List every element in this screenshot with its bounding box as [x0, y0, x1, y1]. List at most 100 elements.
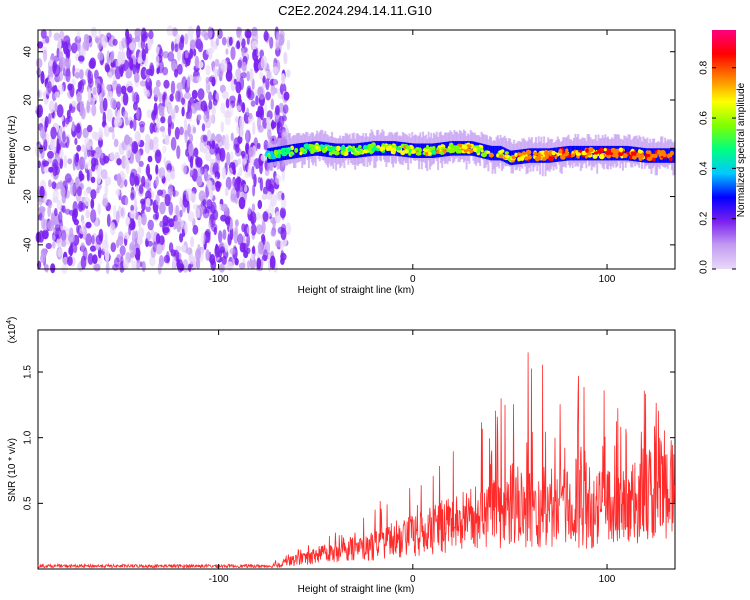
colorbar-gradient	[712, 30, 736, 269]
noise-cell	[265, 78, 270, 91]
noise-cell	[116, 239, 120, 249]
signal-cell	[404, 148, 409, 154]
signal-band	[657, 148, 660, 163]
noise-cell	[140, 37, 146, 51]
noise-cell	[98, 127, 103, 141]
noise-cell	[76, 186, 82, 197]
signal-cell	[548, 156, 554, 162]
signal-cell	[270, 155, 277, 160]
noise-cell	[101, 34, 108, 49]
noise-cell	[159, 220, 164, 228]
noise-cell	[100, 150, 104, 159]
noise-cell	[210, 38, 214, 48]
noise-cell	[98, 29, 102, 39]
noise-cell	[52, 241, 56, 249]
spectrogram-frame	[37, 29, 676, 270]
noise-cell	[255, 110, 260, 118]
noise-cell	[69, 183, 76, 196]
noise-cell	[163, 79, 170, 89]
noise-cell	[39, 144, 43, 154]
noise-cell	[158, 105, 165, 117]
noise-cell	[143, 90, 151, 98]
signal-cell	[327, 146, 332, 150]
noise-cell	[52, 60, 58, 71]
noise-cell	[126, 36, 130, 51]
noise-cell	[240, 72, 248, 79]
noise-cell	[172, 255, 176, 269]
noise-cell	[59, 149, 64, 160]
noise-cell	[44, 120, 48, 133]
signal-cell	[636, 152, 641, 158]
noise-cell	[221, 90, 229, 100]
signal-cell	[540, 150, 546, 155]
signal-cell	[486, 150, 491, 154]
noise-cell	[176, 48, 181, 62]
spectrogram-heatmap	[35, 25, 676, 275]
noise-cell	[63, 155, 68, 169]
signal-band	[291, 144, 294, 159]
signal-band	[514, 150, 517, 165]
noise-cell	[164, 193, 171, 207]
noise-cell	[86, 124, 93, 133]
noise-cell	[180, 34, 185, 44]
noise-cell	[110, 97, 117, 110]
signal-cell	[514, 152, 518, 157]
noise-cell	[138, 184, 144, 195]
noise-cell	[250, 100, 256, 107]
signal-cell	[340, 149, 346, 155]
noise-cell	[145, 197, 151, 208]
noise-cell	[246, 225, 252, 235]
noise-cell	[190, 236, 195, 248]
noise-cell	[241, 61, 247, 72]
noise-cell	[170, 80, 176, 95]
noise-cell	[225, 176, 232, 190]
signal-cell	[603, 148, 607, 152]
noise-cell	[67, 158, 73, 165]
signal-cell	[646, 156, 653, 161]
noise-cell	[42, 229, 49, 240]
noise-cell	[83, 189, 89, 197]
noise-cell	[170, 137, 177, 151]
noise-cell	[168, 201, 174, 216]
noise-cell	[157, 189, 164, 196]
signal-cell	[544, 151, 548, 155]
noise-cell	[247, 164, 253, 176]
noise-cell	[52, 196, 59, 204]
signal-cell	[436, 149, 440, 154]
noise-cell	[48, 28, 52, 38]
noise-cell	[101, 82, 105, 94]
signal-cell	[645, 153, 651, 158]
noise-cell	[134, 173, 141, 186]
noise-cell	[124, 134, 131, 146]
noise-cell	[226, 151, 231, 166]
noise-cell	[103, 155, 110, 164]
noise-cell	[147, 38, 152, 51]
noise-cell	[96, 187, 100, 194]
noise-cell	[286, 39, 291, 51]
noise-cell	[97, 203, 101, 216]
noise-cell	[155, 79, 161, 88]
noise-cell	[58, 211, 63, 224]
signal-cell	[373, 145, 377, 151]
noise-cell	[169, 93, 174, 102]
noise-cell	[69, 103, 73, 112]
noise-cell	[167, 51, 175, 62]
noise-cell	[187, 26, 194, 40]
signal-cell	[592, 154, 598, 159]
noise-cell	[160, 116, 166, 124]
signal-band	[672, 148, 675, 163]
noise-cell	[147, 219, 154, 231]
noise-cell	[274, 211, 282, 224]
noise-cell	[54, 208, 58, 217]
noise-cell	[124, 179, 128, 188]
x-tick-label: 100	[599, 574, 616, 585]
noise-cell	[102, 198, 109, 208]
noise-cell	[121, 172, 126, 182]
noise-cell	[132, 118, 137, 132]
noise-cell	[251, 203, 256, 213]
noise-cell	[246, 247, 251, 254]
signal-cell	[303, 150, 307, 154]
signal-cell	[328, 151, 333, 156]
noise-cell	[222, 229, 227, 240]
noise-cell	[184, 222, 188, 235]
